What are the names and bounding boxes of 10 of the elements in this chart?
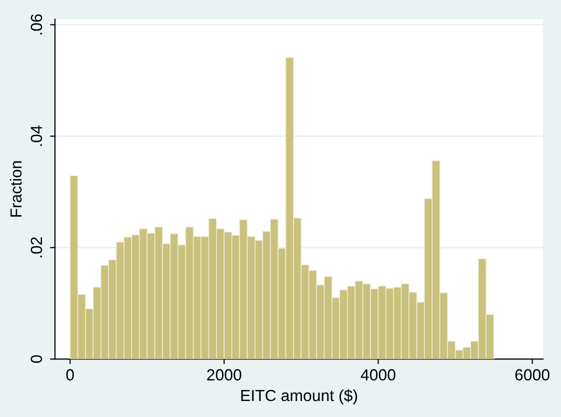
y-tick-label: .04	[30, 126, 42, 146]
x-tick-label: 2000	[207, 369, 242, 380]
x-tick-label: 6000	[515, 369, 550, 380]
y-tick-label: 0	[30, 355, 42, 363]
x-tick-label: 4000	[360, 369, 396, 380]
y-tick-label: .02	[30, 237, 42, 258]
y-tick-label: .06	[30, 14, 42, 34]
x-axis-title: EITC amount ($)	[241, 389, 358, 404]
x-tick-label: 0	[66, 369, 74, 380]
y-axis-title: Fraction	[10, 161, 22, 217]
